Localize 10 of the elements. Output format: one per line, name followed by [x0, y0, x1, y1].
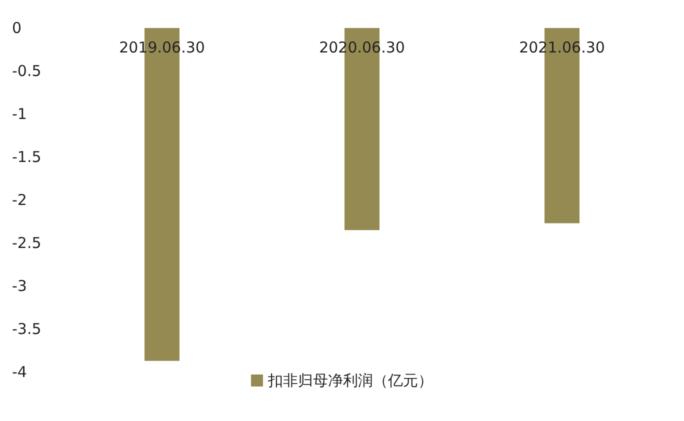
- legend-label: 扣非归母净利润（亿元）: [267, 372, 433, 390]
- y-tick-label: -1.5: [12, 148, 42, 166]
- y-tick-label: -2.5: [12, 234, 42, 252]
- y-tick-label: -2: [12, 191, 27, 209]
- y-tick-label: -3: [12, 277, 27, 295]
- y-tick-label: -4: [12, 363, 27, 381]
- y-tick-label: -3.5: [12, 320, 42, 338]
- y-tick-label: 0: [12, 19, 22, 37]
- y-tick-label: -0.5: [12, 62, 42, 80]
- y-tick-label: -1: [12, 105, 27, 123]
